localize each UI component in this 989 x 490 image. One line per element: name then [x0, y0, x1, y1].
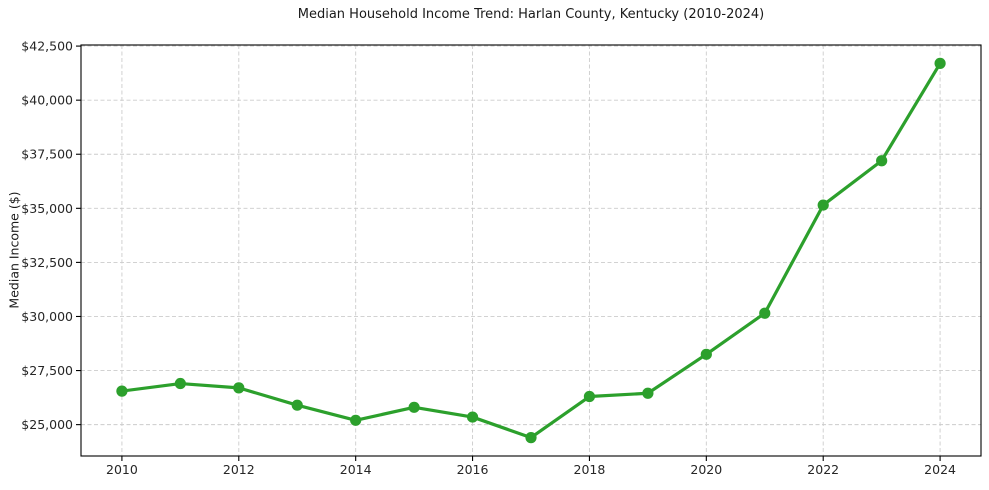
x-tick-label: 2022: [807, 462, 839, 477]
data-point: [116, 385, 128, 397]
chart-title: Median Household Income Trend: Harlan Co…: [297, 7, 765, 22]
data-point: [233, 382, 245, 394]
data-point: [759, 307, 771, 319]
data-point: [642, 387, 654, 399]
data-point: [408, 401, 420, 413]
x-tick-label: 2014: [340, 462, 372, 477]
data-point: [525, 432, 537, 444]
data-point: [583, 390, 596, 403]
y-tick-label: $40,000: [21, 93, 73, 108]
y-tick-label: $37,500: [21, 147, 73, 162]
data-point: [466, 411, 479, 423]
data-point: [934, 57, 946, 69]
data-point: [350, 414, 362, 426]
trend-line: [120, 61, 942, 440]
y-axis-label: Median Income ($): [6, 191, 22, 309]
x-tick-label: 2020: [690, 462, 722, 477]
data-point: [700, 348, 712, 360]
x-tick-label: 2018: [574, 462, 606, 477]
data-point: [174, 377, 186, 390]
y-tick-label: $30,000: [21, 309, 73, 324]
x-tick-label: 2012: [223, 462, 255, 477]
data-point: [876, 155, 888, 167]
y-tick-label: $42,500: [21, 39, 73, 54]
x-tick-label: 2024: [924, 462, 956, 477]
y-tick-label: $27,500: [21, 363, 73, 378]
data-point: [291, 399, 303, 411]
x-tick-label: 2016: [457, 462, 489, 477]
x-tick-label: 2010: [106, 462, 138, 477]
y-tick-label: $25,000: [21, 417, 73, 432]
data-point: [817, 199, 829, 211]
y-tick-label: $35,000: [21, 201, 73, 216]
axes-frame: [80, 44, 982, 457]
y-tick-label: $32,500: [21, 255, 73, 270]
